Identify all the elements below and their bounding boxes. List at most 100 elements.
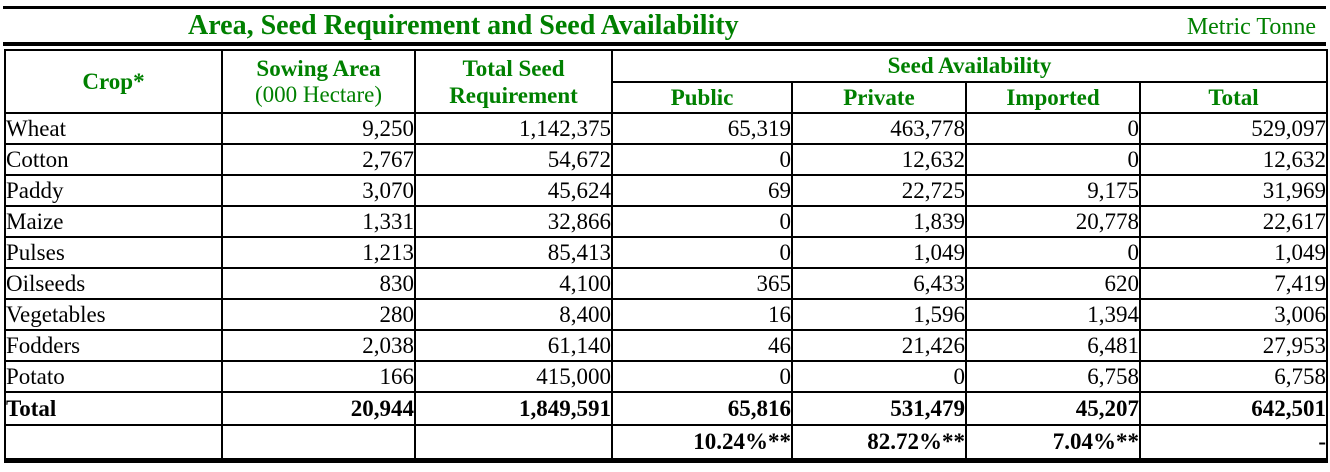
cell-crop [4, 424, 223, 463]
cell-public: 0 [611, 143, 793, 176]
cell-imported: 0 [965, 236, 1141, 269]
cell-public: 65,816 [611, 391, 793, 426]
cell-total-seed-requirement: 32,866 [414, 205, 613, 238]
cell-public: 0 [611, 236, 793, 269]
cell-imported: 0 [965, 143, 1141, 176]
cell-crop: Oilseeds [4, 267, 223, 300]
cell-public: 10.24%** [611, 424, 793, 463]
cell-private: 1,596 [791, 298, 967, 331]
cell-total-seed-requirement: 8,400 [414, 298, 613, 331]
cell-public: 16 [611, 298, 793, 331]
cell-public: 0 [611, 360, 793, 393]
cell-private: 1,839 [791, 205, 967, 238]
cell-crop: Cotton [4, 143, 223, 176]
table-row: Fodders 2,038 61,140 46 21,426 6,481 27,953 [4, 329, 1329, 362]
cell-total: 642,501 [1138, 391, 1329, 426]
title-bar: Area, Seed Requirement and Seed Availabi… [0, 9, 1330, 42]
cell-total: 1,049 [1138, 236, 1329, 269]
cell-private: 463,778 [791, 112, 967, 145]
cell-total: 6,758 [1138, 360, 1329, 393]
cell-total-seed-requirement: 4,100 [414, 267, 613, 300]
cell-public: 0 [611, 205, 793, 238]
sowing-area-label: Sowing Area [256, 56, 381, 81]
cell-sowing-area: 280 [221, 298, 416, 331]
cell-public: 65,319 [611, 112, 793, 145]
table-row: Cotton 2,767 54,672 0 12,632 0 12,632 [4, 143, 1329, 176]
col-header-private: Private [791, 81, 967, 114]
table-row: Oilseeds 830 4,100 365 6,433 620 7,419 [4, 267, 1329, 300]
table-row: Wheat 9,250 1,142,375 65,319 463,778 0 529,097 [4, 112, 1329, 145]
cell-total-seed-requirement: 415,000 [414, 360, 613, 393]
cell-imported: 45,207 [965, 391, 1141, 426]
cell-total-seed-requirement [414, 424, 613, 463]
cell-imported: 1,394 [965, 298, 1141, 331]
total-row: Total 20,944 1,849,591 65,816 531,479 45,207 6… [4, 391, 1329, 426]
col-header-seed-availability: Seed Availability [610, 49, 1329, 83]
cell-public: 46 [611, 329, 793, 362]
col-header-public: Public [611, 81, 793, 114]
cell-private: 21,426 [791, 329, 967, 362]
cell-public: 365 [611, 267, 793, 300]
col-header-crop: Crop* [4, 49, 223, 114]
cell-crop: Maize [4, 205, 223, 238]
table-row: Pulses 1,213 85,413 0 1,049 0 1,049 [4, 236, 1329, 269]
cell-total: 12,632 [1138, 143, 1329, 176]
cell-sowing-area: 2,038 [221, 329, 416, 362]
total-seed-label-line2: Requirement [449, 82, 578, 108]
header-row-1: Crop* Sowing Area (000 Hectare) Total Se… [4, 49, 1329, 114]
table-row: Vegetables 280 8,400 16 1,596 1,394 3,006 [4, 298, 1329, 331]
table-row: Potato 166 415,000 0 0 6,758 6,758 [4, 360, 1329, 393]
cell-imported: 0 [965, 112, 1141, 145]
cell-crop: Potato [4, 360, 223, 393]
cell-crop: Fodders [4, 329, 223, 362]
cell-imported: 9,175 [965, 174, 1141, 207]
cell-total-seed-requirement: 85,413 [414, 236, 613, 269]
cell-sowing-area: 1,331 [221, 205, 416, 238]
cell-imported: 20,778 [965, 205, 1141, 238]
cell-sowing-area: 3,070 [221, 174, 416, 207]
cell-crop: Wheat [4, 112, 223, 145]
cell-total: 22,617 [1138, 205, 1329, 238]
cell-private: 82.72%** [791, 424, 967, 463]
cell-imported: 6,758 [965, 360, 1141, 393]
cell-private: 6,433 [791, 267, 967, 300]
table-header: Crop* Sowing Area (000 Hectare) Total Se… [4, 49, 1329, 114]
cell-crop: Total [4, 391, 223, 426]
table-row: Maize 1,331 32,866 0 1,839 20,778 22,617 [4, 205, 1329, 238]
cell-private: 12,632 [791, 143, 967, 176]
cell-private: 531,479 [791, 391, 967, 426]
cell-total: 31,969 [1138, 174, 1329, 207]
unit-label: Metric Tonne [1186, 14, 1316, 40]
cell-sowing-area: 20,944 [221, 391, 416, 426]
title-separator-rule [3, 42, 1326, 46]
cell-total: 3,006 [1138, 298, 1329, 331]
cell-sowing-area: 9,250 [221, 112, 416, 145]
seed-availability-table: Crop* Sowing Area (000 Hectare) Total Se… [4, 49, 1329, 463]
cell-total: - [1138, 424, 1329, 463]
col-header-total: Total [1138, 81, 1329, 114]
cell-crop: Pulses [4, 236, 223, 269]
table-title: Area, Seed Requirement and Seed Availabi… [188, 10, 739, 41]
cell-total: 529,097 [1138, 112, 1329, 145]
cell-total-seed-requirement: 1,849,591 [414, 391, 613, 426]
sowing-area-unit-label: (000 Hectare) [254, 82, 383, 107]
header-row-2: Public Private Imported Total [5, 81, 1329, 114]
cell-private: 1,049 [791, 236, 967, 269]
cell-total-seed-requirement: 54,672 [414, 143, 613, 176]
cell-sowing-area: 830 [221, 267, 416, 300]
cell-total-seed-requirement: 1,142,375 [414, 112, 613, 145]
cell-total-seed-requirement: 61,140 [414, 329, 613, 362]
col-header-sowing-area: Sowing Area (000 Hectare) [221, 49, 416, 114]
cell-sowing-area: 2,767 [221, 143, 416, 176]
cell-imported: 6,481 [965, 329, 1141, 362]
cell-imported: 7.04%** [965, 424, 1141, 463]
cell-sowing-area [221, 424, 416, 463]
percent-row: 10.24%** 82.72%** 7.04%** - [4, 424, 1329, 463]
col-header-total-seed-requirement: Total Seed Requirement [414, 49, 613, 114]
top-rule [3, 6, 1326, 9]
cell-sowing-area: 1,213 [221, 236, 416, 269]
total-seed-label-line1: Total Seed [462, 55, 565, 81]
cell-total: 7,419 [1138, 267, 1329, 300]
table-row: Paddy 3,070 45,624 69 22,725 9,175 31,969 [4, 174, 1329, 207]
